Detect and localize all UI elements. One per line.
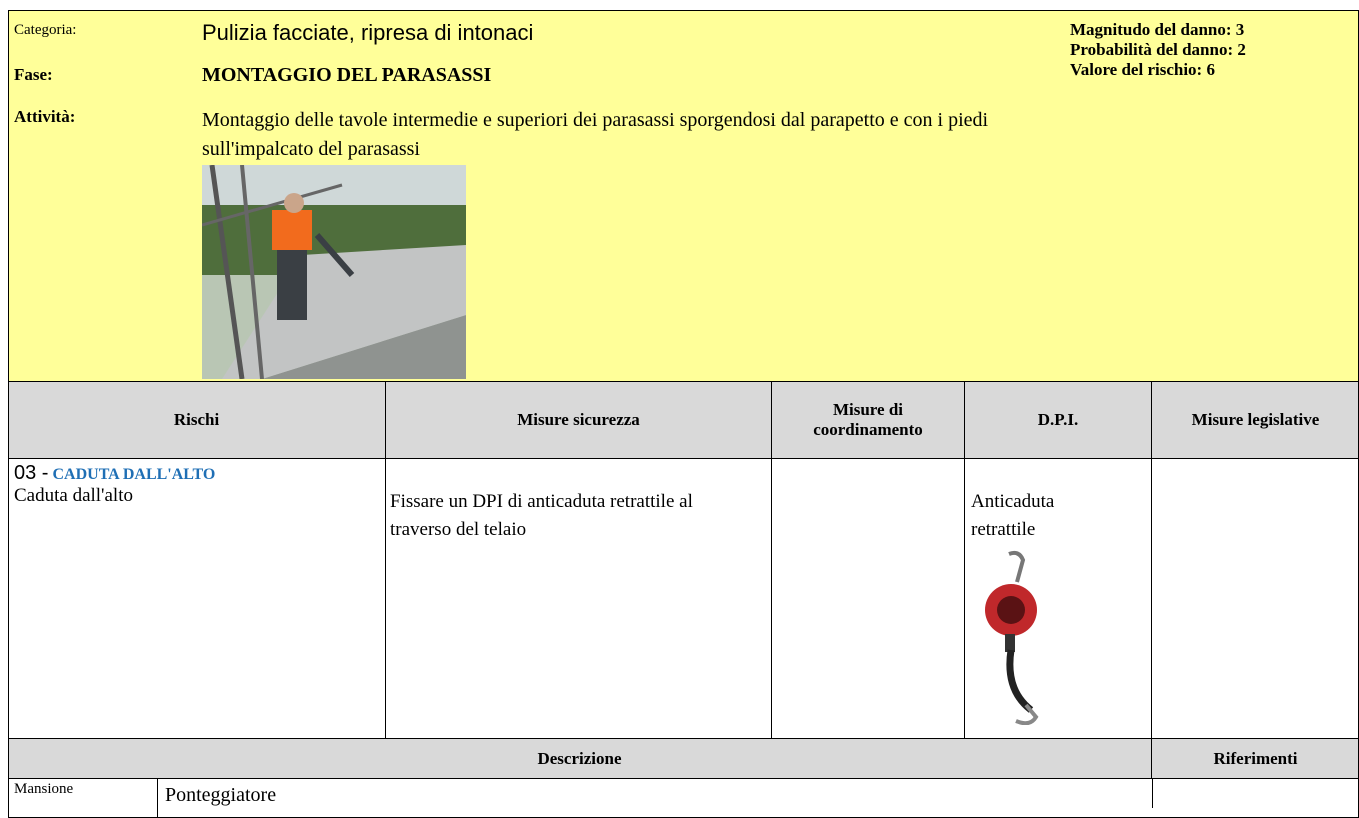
mansione-label: Mansione	[8, 778, 158, 818]
rischi-cell: 03 - CADUTA DALL'ALTO Caduta dall'alto	[8, 458, 386, 739]
probabilita: Probabilità del danno: 2	[1070, 40, 1246, 59]
divider	[1152, 778, 1153, 808]
dpi-cell: Anticaduta retrattile	[965, 458, 1152, 739]
col-header: Misure di coordinamento	[772, 381, 965, 459]
descrizione-title: Descrizione	[8, 738, 1152, 779]
valore: Valore del rischio: 6	[1070, 60, 1215, 79]
col-header: Rischi	[8, 381, 386, 459]
descrizione-header	[8, 738, 1359, 779]
categoria: Pulizia facciate, ripresa di intonaci	[202, 20, 534, 45]
misure-cell: Fissare un DPI di anticaduta retrattile …	[386, 458, 772, 739]
legislative-cell	[1152, 458, 1359, 739]
attivita-label: Attività:	[14, 107, 76, 126]
activity-photo	[202, 165, 466, 379]
table-header	[8, 381, 1359, 459]
fase-label: Fase:	[14, 65, 53, 84]
risk-code: 03 -	[14, 462, 49, 484]
magnitudo: Magnitudo del danno: 3	[1070, 20, 1245, 39]
col-header: Misure sicurezza	[386, 381, 772, 459]
dpi-image	[985, 550, 1039, 726]
risk-summary: Magnitudo del danno: 3 Probabilità del d…	[1070, 20, 1246, 80]
riferimenti-title: Riferimenti	[1213, 748, 1298, 768]
dpi: Anticaduta retrattile	[971, 491, 1055, 540]
mansione: Ponteggiatore	[165, 784, 277, 806]
risk: Caduta dall'alto	[14, 485, 133, 506]
misure: Fissare un DPI di anticaduta retrattile …	[390, 491, 693, 540]
fase: MONTAGGIO DEL PARASASSI	[202, 64, 492, 86]
risk-title: CADUTA DALL'ALTO	[52, 466, 216, 483]
coordinamento-cell	[772, 458, 965, 739]
categoria-label: Categoria:	[14, 22, 77, 38]
col-header: Misure legislative	[1191, 410, 1320, 429]
attivita: Montaggio delle tavole intermedie e supe…	[202, 109, 989, 160]
col-header: D.P.I.	[965, 381, 1152, 459]
